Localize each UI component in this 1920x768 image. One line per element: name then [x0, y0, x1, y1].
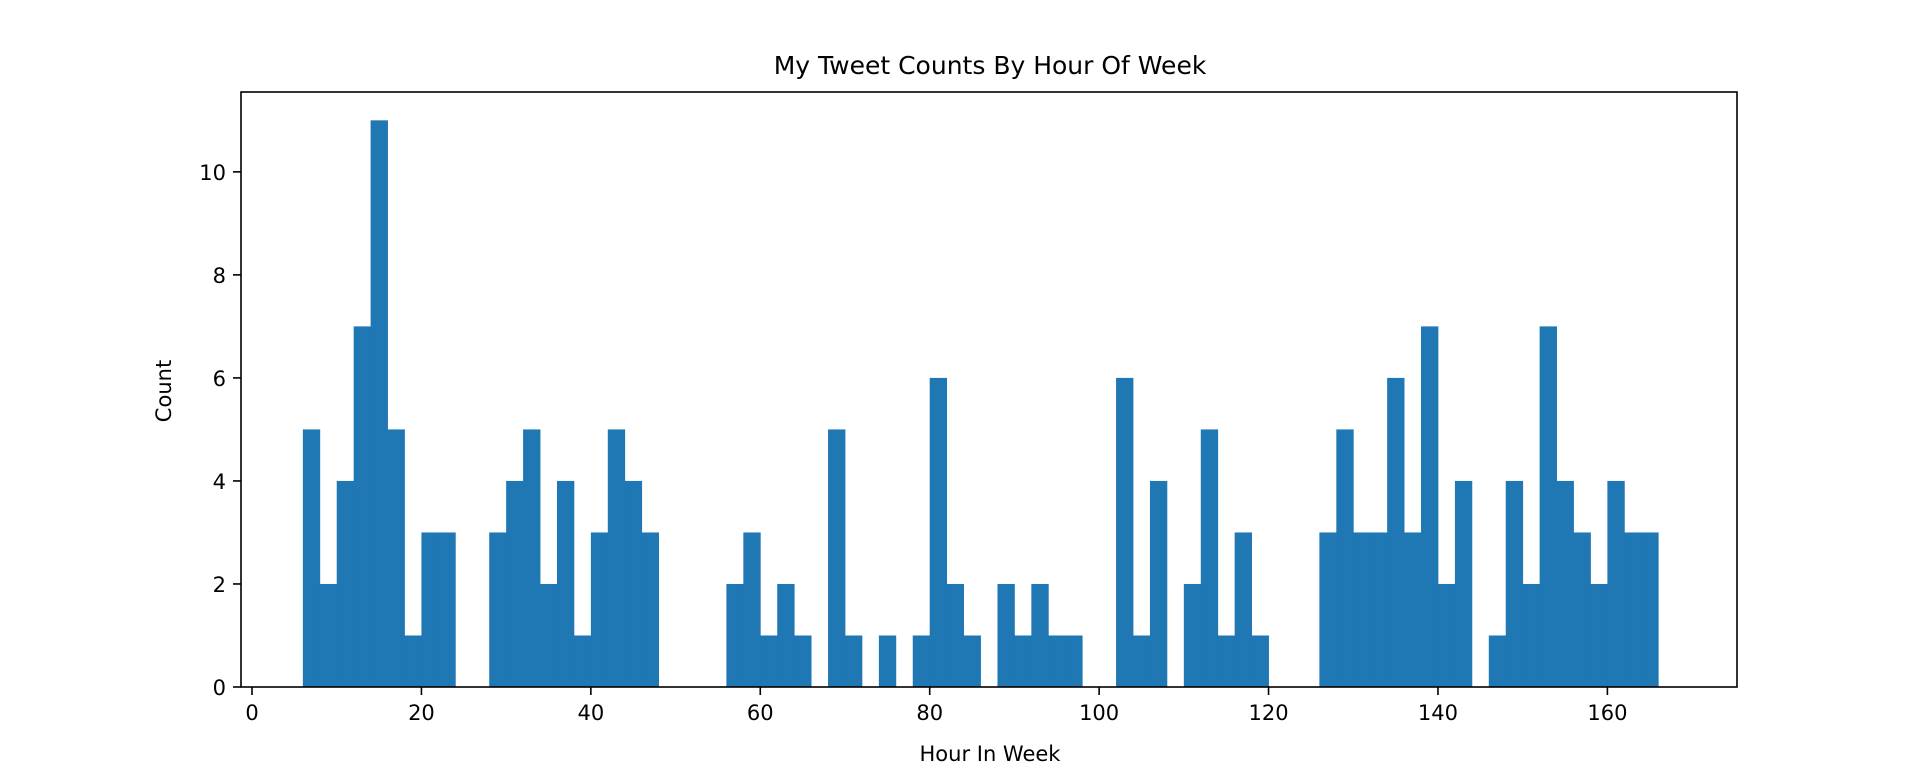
- x-tick-label: 20: [408, 701, 435, 725]
- x-tick-label: 120: [1249, 701, 1289, 725]
- x-tick-label: 0: [245, 701, 258, 725]
- histogram-bar-16: [573, 635, 592, 687]
- histogram-bar-50: [1149, 480, 1168, 687]
- histogram-bar-20: [641, 532, 660, 687]
- histogram-bar-15: [556, 480, 575, 687]
- histogram-bar-77: [1607, 480, 1625, 687]
- histogram-bar-43: [1031, 583, 1049, 687]
- histogram-bar-64: [1387, 377, 1405, 687]
- histogram-bar-29: [794, 635, 812, 687]
- histogram-bar-18: [607, 429, 626, 687]
- y-axis: 0 2 4 6 8 10: [199, 161, 241, 700]
- histogram-bar-71: [1505, 480, 1524, 687]
- x-axis: 0 20 40 60 80 100 120 140 160: [245, 687, 1627, 725]
- histogram-bar-1: [319, 583, 338, 687]
- histogram-bar-68: [1454, 480, 1473, 687]
- histogram-bar-44: [1048, 635, 1066, 687]
- histogram-bar-67: [1437, 583, 1456, 687]
- x-axis-label: Hour In Week: [920, 742, 1062, 766]
- y-tick-label: 2: [213, 573, 226, 597]
- histogram-bar-14: [540, 583, 558, 687]
- histogram-bar-37: [929, 377, 948, 687]
- x-tick-label: 100: [1079, 701, 1119, 725]
- y-tick-label: 4: [213, 470, 226, 494]
- histogram-bar-62: [1353, 532, 1371, 687]
- histogram-bar-76: [1590, 583, 1608, 687]
- histogram-bar-74: [1556, 480, 1574, 687]
- histogram-bar-17: [590, 532, 609, 687]
- histogram-bar-60: [1319, 532, 1337, 687]
- bars-group: [302, 120, 1659, 688]
- histogram-bar-32: [844, 635, 863, 687]
- histogram-bar-28: [777, 583, 795, 687]
- histogram-bar-4: [370, 120, 388, 688]
- histogram-bar-3: [353, 326, 372, 687]
- histogram-bar-78: [1624, 532, 1642, 687]
- histogram-bar-0: [302, 429, 321, 687]
- histogram-bar-2: [336, 480, 355, 687]
- x-tick-label: 80: [916, 701, 943, 725]
- chart-title: My Tweet Counts By Hour Of Week: [774, 51, 1207, 80]
- histogram-bar-13: [523, 429, 541, 687]
- histogram-bar-5: [387, 429, 405, 687]
- histogram-bar-53: [1200, 429, 1219, 687]
- histogram-bar-6: [404, 635, 422, 687]
- plot-frame: [240, 91, 1738, 688]
- histogram-bar-34: [878, 635, 897, 687]
- histogram-bar-52: [1183, 583, 1202, 687]
- histogram-bar-31: [828, 429, 846, 687]
- histogram-bar-45: [1065, 635, 1083, 687]
- x-tick-label: 60: [747, 701, 774, 725]
- histogram-bar-70: [1488, 635, 1507, 687]
- histogram-bar-11: [489, 532, 507, 687]
- y-tick-label: 10: [199, 161, 226, 185]
- histogram-bar-48: [1116, 377, 1134, 687]
- y-axis-label: Count: [152, 360, 176, 422]
- histogram-bar-49: [1133, 635, 1151, 687]
- histogram-bar-66: [1421, 326, 1439, 687]
- x-tick-label: 160: [1587, 701, 1627, 725]
- histogram-bar-27: [760, 635, 778, 687]
- histogram-bar-19: [624, 480, 643, 687]
- histogram-bar-63: [1370, 532, 1388, 687]
- histogram-bar-72: [1522, 583, 1541, 687]
- histogram-bar-75: [1573, 532, 1591, 687]
- y-tick-label: 6: [213, 367, 226, 391]
- histogram-bar-39: [963, 635, 981, 687]
- histogram-bar-26: [743, 532, 761, 687]
- histogram-bar-61: [1336, 429, 1354, 687]
- histogram-bar-65: [1404, 532, 1422, 687]
- histogram-bar-41: [997, 583, 1015, 687]
- histogram-bar-7: [421, 532, 439, 687]
- histogram-bar-55: [1234, 532, 1253, 687]
- x-tick-label: 40: [577, 701, 604, 725]
- x-tick-label: 140: [1418, 701, 1458, 725]
- histogram-bar-42: [1014, 635, 1032, 687]
- histogram-bar-12: [506, 480, 524, 687]
- y-tick-label: 8: [213, 264, 226, 288]
- histogram-bar-38: [946, 583, 964, 687]
- histogram-bar-25: [726, 583, 744, 687]
- y-tick-label: 0: [213, 676, 226, 700]
- histogram-bar-8: [438, 532, 456, 687]
- histogram-bar-36: [912, 635, 931, 687]
- histogram-bar-79: [1641, 532, 1659, 687]
- histogram-bar-73: [1539, 326, 1557, 687]
- histogram-bar-56: [1251, 635, 1269, 687]
- histogram-bar-54: [1217, 635, 1236, 687]
